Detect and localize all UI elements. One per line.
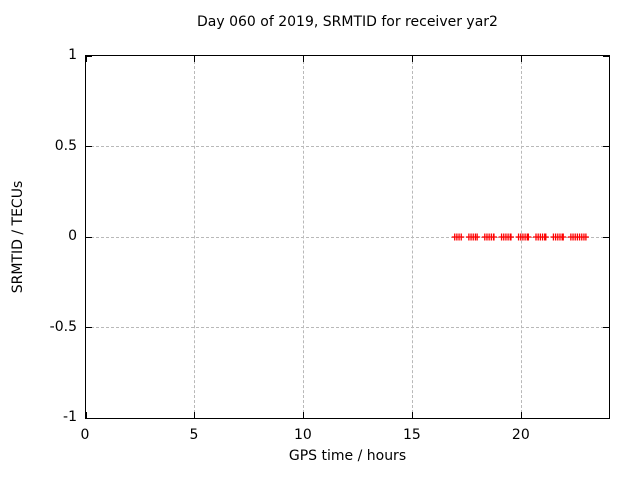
y-tick-label: 0 [68,228,77,244]
y-gridline [86,327,609,328]
y-tick-mark-mirror [603,146,609,147]
x-tick-mark-mirror [412,56,414,62]
x-tick-mark [194,412,196,418]
y-tick-mark [86,327,92,328]
plot-area [85,55,610,419]
y-tick-label: 1 [68,47,77,63]
x-tick-mark [85,412,87,418]
y-tick-mark [86,236,92,238]
x-tick-mark-mirror [85,56,87,62]
y-tick-mark-mirror [603,327,609,328]
x-tick-mark [412,412,414,418]
x-tick-label: 10 [293,427,312,443]
y-tick-mark-mirror [603,417,609,419]
series-srmtid-markers [451,233,589,241]
y-gridline [86,236,609,238]
x-tick-label: 20 [511,427,530,443]
x-tick-mark-mirror [194,56,196,62]
y-tick-label: 0.5 [54,137,77,154]
y-tick-mark-mirror [603,236,609,238]
chart-title: Day 060 of 2019, SRMTID for receiver yar… [197,14,498,30]
y-tick-mark [86,146,92,147]
y-tick-label: -0.5 [49,318,77,335]
y-tick-label: -1 [63,409,77,425]
y-tick-mark [86,417,92,419]
y-tick-mark [86,55,92,57]
x-tick-label: 5 [189,427,199,443]
data-points-layer [451,233,589,241]
x-tick-label: 15 [402,427,421,443]
x-tick-mark [521,412,523,418]
x-tick-label: 0 [80,427,90,443]
x-tick-mark-mirror [303,56,305,62]
y-gridline [86,146,609,147]
x-tick-mark-mirror [521,56,523,62]
y-tick-mark-mirror [603,55,609,57]
x-axis-label: GPS time / hours [288,448,407,464]
x-tick-mark [303,412,305,418]
